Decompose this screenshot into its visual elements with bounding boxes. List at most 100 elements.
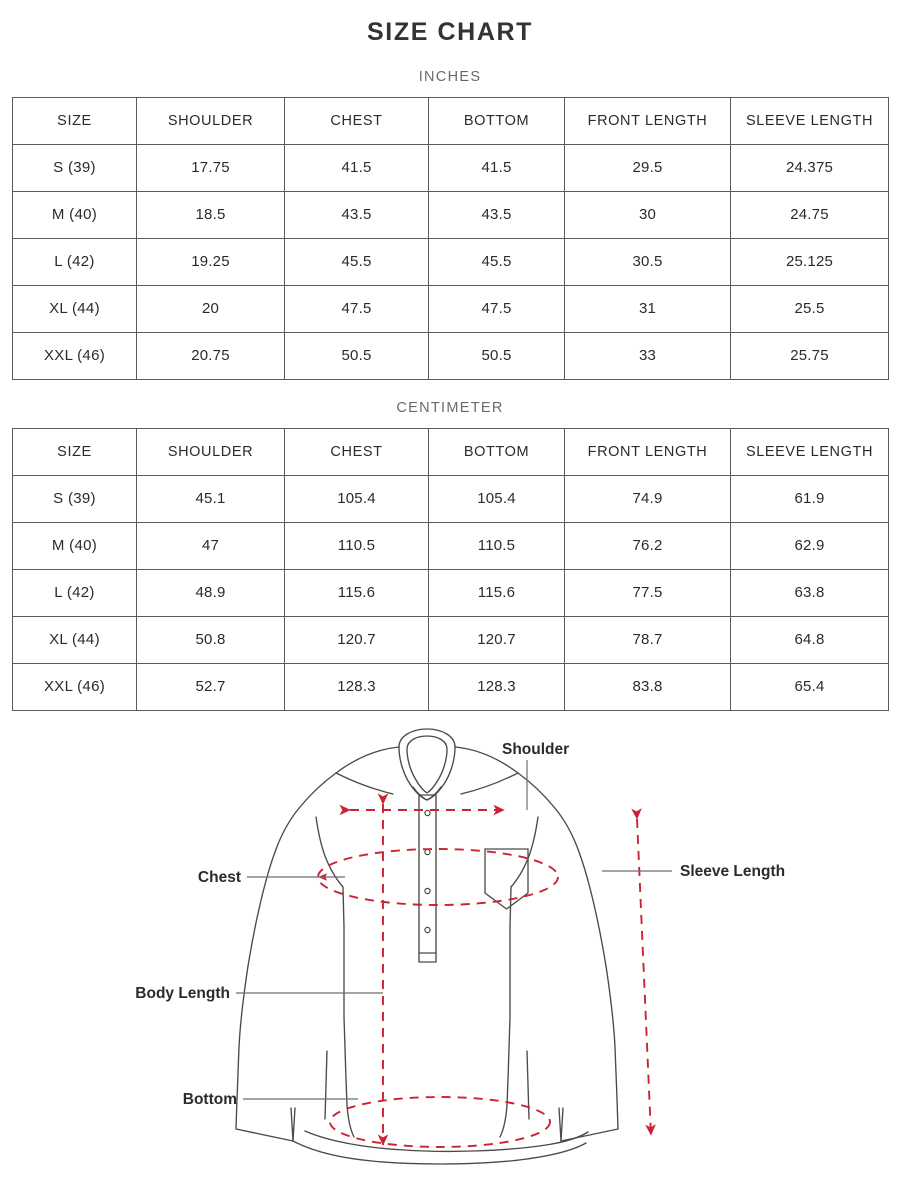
label-body-length: Body Length [135,985,230,1002]
table-row: M (40) 47 110.5 110.5 76.2 62.9 [12,521,889,570]
cell-bottom: 45.5 [428,237,565,286]
right-cuff-edge [560,1106,564,1142]
right-sleeve-fold [526,1049,530,1120]
cell-chest: 45.5 [284,237,429,286]
cell-front: 76.2 [564,521,731,570]
cell-size: M (40) [12,190,137,239]
cell-front: 74.9 [564,474,731,523]
button-2 [424,848,431,855]
left-yoke-seam [335,771,394,795]
cell-chest: 110.5 [284,521,429,570]
cell-bottom: 115.6 [428,568,565,617]
col-header-front: FRONT LENGTH [564,427,731,476]
sleeve-length-measure-line [631,807,656,1136]
cell-front: 29.5 [564,143,731,192]
cell-sleeve: 24.75 [730,190,889,239]
cell-chest: 47.5 [284,284,429,333]
garment-measurement-diagram: Shoulder Chest Sleeve Length Body Length… [0,727,900,1187]
cell-chest: 128.3 [284,662,429,711]
cell-size: M (40) [12,521,137,570]
unit-label-inches: INCHES [418,68,482,85]
unit-label-centimeter: CENTIMETER [396,399,504,416]
table-row: L (42) 19.25 45.5 45.5 30.5 25.125 [12,237,889,286]
page-title: SIZE CHART [367,18,533,46]
right-yoke-seam [460,771,519,795]
cell-sleeve: 25.125 [730,237,889,286]
col-header-size: SIZE [12,96,137,145]
chest-measure-ellipse [317,847,559,906]
cell-shoulder: 19.25 [136,237,285,286]
chest-pocket [484,847,529,910]
cell-size: S (39) [12,143,137,192]
col-header-bottom: BOTTOM [428,96,565,145]
label-shoulder: Shoulder [502,741,569,758]
cell-shoulder: 17.75 [136,143,285,192]
shirt-diagram-svg: Shoulder Chest Sleeve Length Body Length… [135,727,785,1165]
right-underarm-seam [506,815,539,1106]
cell-size: XL (44) [12,284,137,333]
cell-bottom: 128.3 [428,662,565,711]
button-1 [424,809,431,816]
cell-sleeve: 62.9 [730,521,889,570]
cell-sleeve: 63.8 [730,568,889,617]
right-side-seam [499,1103,508,1138]
collar-band-outer [398,727,456,801]
cell-bottom: 41.5 [428,143,565,192]
cell-bottom: 120.7 [428,615,565,664]
section-inches: INCHES SIZE SHOULDER CHEST BOTTOM FRONT … [0,47,900,380]
cell-shoulder: 48.9 [136,568,285,617]
cell-size: XL (44) [12,615,137,664]
table-header-row: SIZE SHOULDER CHEST BOTTOM FRONT LENGTH … [12,96,889,145]
col-header-shoulder: SHOULDER [136,96,285,145]
bottom-measure-ellipse [329,1095,551,1148]
cell-sleeve: 65.4 [730,662,889,711]
left-sleeve-fold [324,1049,328,1120]
cell-front: 78.7 [564,615,731,664]
cell-chest: 115.6 [284,568,429,617]
cell-size: S (39) [12,474,137,523]
cell-sleeve: 25.75 [730,331,889,380]
diagram-labels: Shoulder Chest Sleeve Length Body Length… [135,741,785,1108]
table-row: S (39) 45.1 105.4 105.4 74.9 61.9 [12,474,889,523]
hem-curve-outer [292,1139,587,1165]
left-cuff [235,1097,296,1142]
col-header-bottom: BOTTOM [428,427,565,476]
right-cuff [558,1097,619,1142]
cell-bottom: 105.4 [428,474,565,523]
button-4 [424,926,431,933]
right-sleeve-outer [454,745,618,1100]
table-row: XXL (46) 52.7 128.3 128.3 83.8 65.4 [12,662,889,711]
cell-size: L (42) [12,568,137,617]
table-row: L (42) 48.9 115.6 115.6 77.5 63.8 [12,568,889,617]
col-header-sleeve: SLEEVE LENGTH [730,96,889,145]
label-bottom: Bottom [183,1091,237,1108]
cell-shoulder: 52.7 [136,662,285,711]
table-header-row: SIZE SHOULDER CHEST BOTTOM FRONT LENGTH … [12,427,889,476]
col-header-chest: CHEST [284,427,429,476]
cell-chest: 41.5 [284,143,429,192]
table-wrap-centimeter: SIZE SHOULDER CHEST BOTTOM FRONT LENGTH … [0,427,900,711]
hem-curve-inner [304,1129,589,1152]
cell-shoulder: 20.75 [136,331,285,380]
table-wrap-inches: SIZE SHOULDER CHEST BOTTOM FRONT LENGTH … [0,96,900,380]
col-header-chest: CHEST [284,96,429,145]
size-table-centimeter: SIZE SHOULDER CHEST BOTTOM FRONT LENGTH … [12,427,889,711]
left-sleeve-outer [236,745,400,1100]
cell-bottom: 47.5 [428,284,565,333]
cell-chest: 120.7 [284,615,429,664]
cell-front: 31 [564,284,731,333]
cell-front: 83.8 [564,662,731,711]
col-header-sleeve: SLEEVE LENGTH [730,427,889,476]
button-3 [424,887,431,894]
measurement-lines [317,792,656,1148]
cell-shoulder: 20 [136,284,285,333]
left-cuff-edge [290,1106,294,1142]
cell-shoulder: 45.1 [136,474,285,523]
size-table-inches: SIZE SHOULDER CHEST BOTTOM FRONT LENGTH … [12,96,889,380]
cell-sleeve: 24.375 [730,143,889,192]
col-header-shoulder: SHOULDER [136,427,285,476]
cell-sleeve: 64.8 [730,615,889,664]
col-header-front: FRONT LENGTH [564,96,731,145]
col-header-size: SIZE [12,427,137,476]
cell-front: 30.5 [564,237,731,286]
